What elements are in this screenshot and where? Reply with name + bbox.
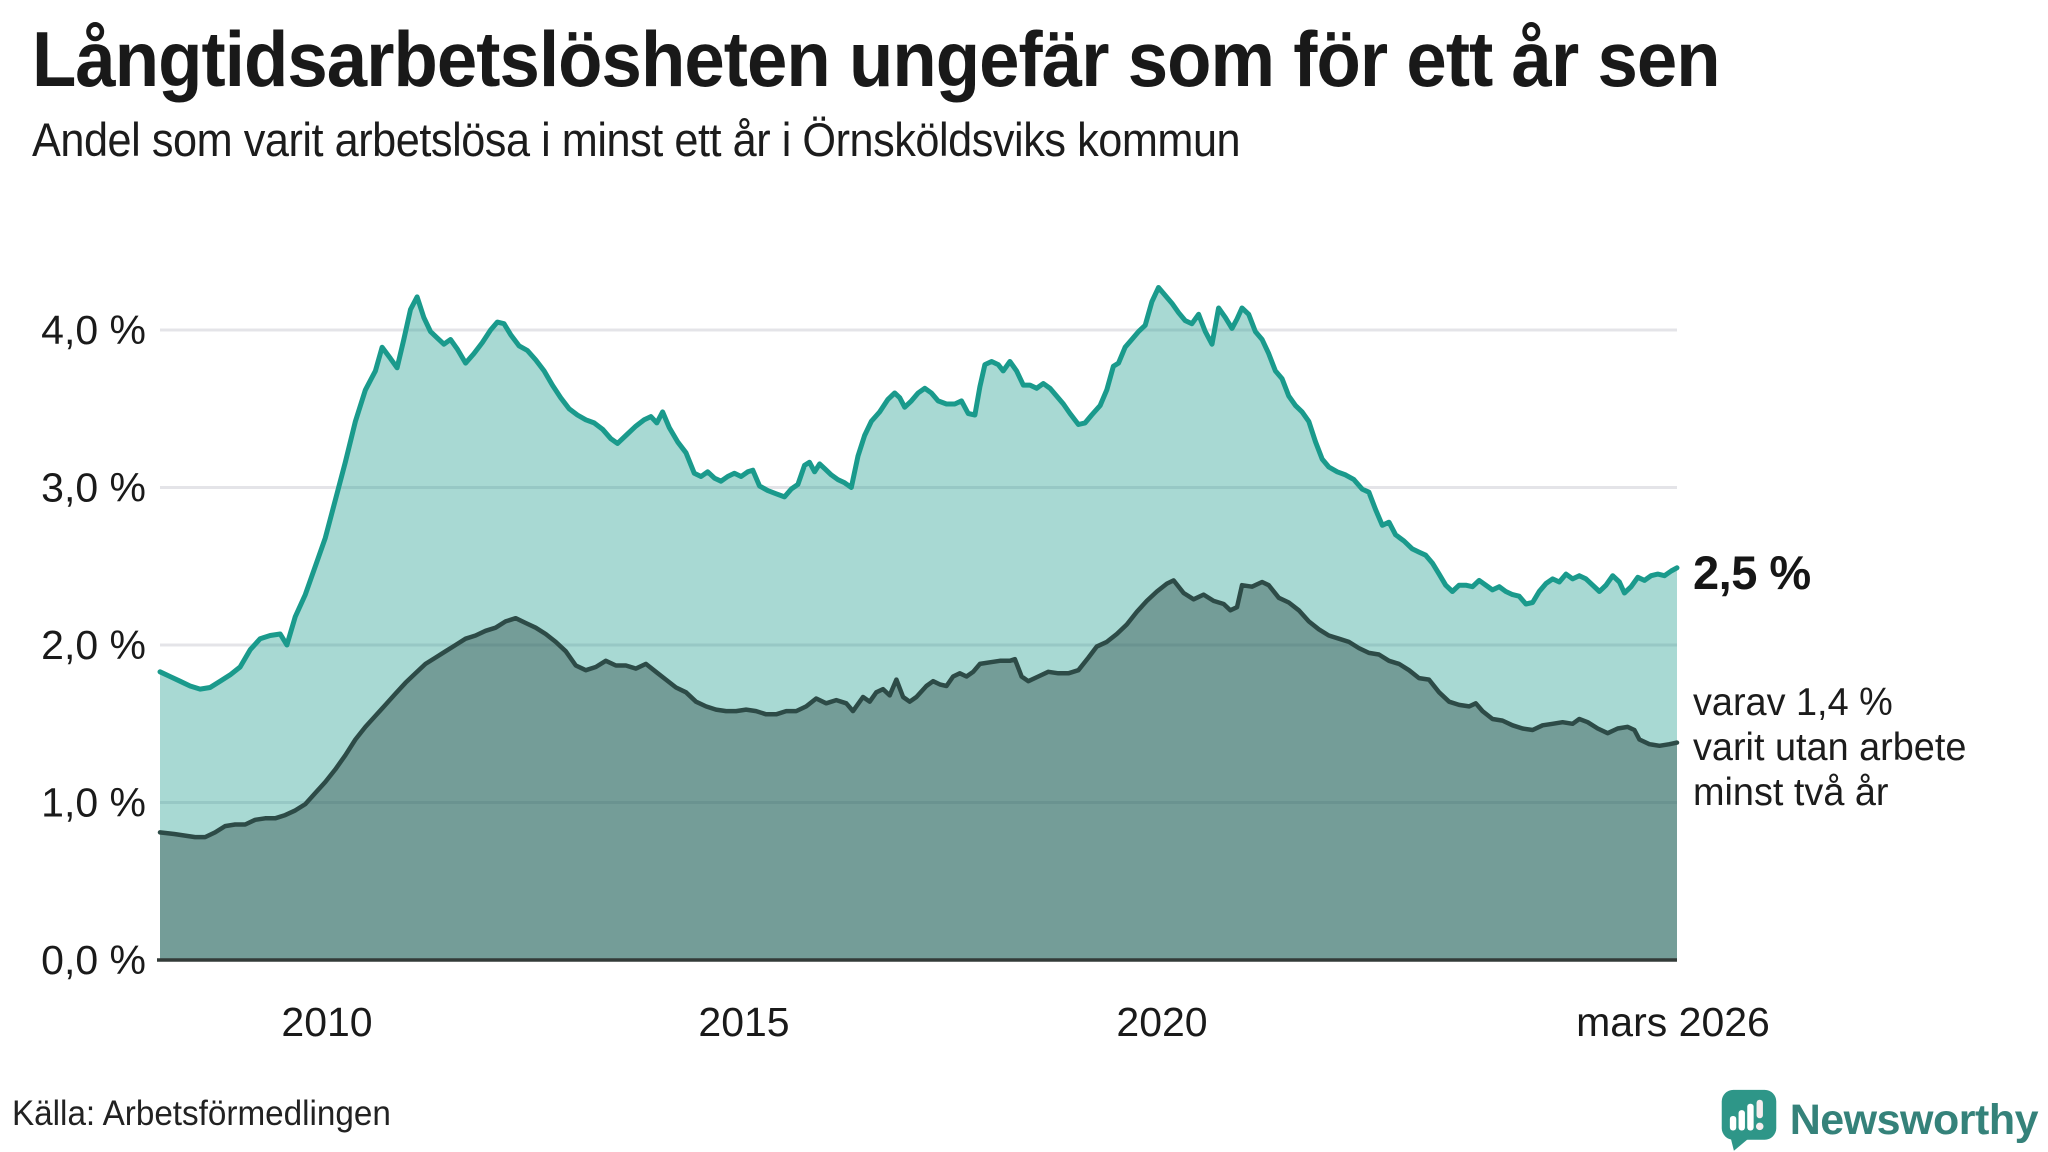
secondary-annotation-line-2: varit utan arbete	[1693, 726, 1967, 770]
secondary-annotation-line-1: varav 1,4 %	[1693, 681, 1893, 724]
source-credit: Källa: Arbetsförmedlingen	[12, 1094, 391, 1133]
x-axis-tick-label: 2015	[698, 999, 789, 1045]
x-axis-tick-label: 2020	[1116, 999, 1207, 1045]
y-axis-tick-label: 1,0 %	[41, 780, 146, 826]
latest-value-annotation: 2,5 %	[1693, 546, 1811, 599]
newsworthy-speech-bubble-bar-chart-icon	[1721, 1089, 1776, 1151]
secondary-annotation-line-3: minst två år	[1693, 771, 1889, 815]
series-line-at-least-one-year	[157, 285, 1680, 692]
y-axis-tick-label: 0,0 %	[41, 937, 146, 983]
secondary-value-annotation: varav 1,4 % varit utan arbete minst två …	[1693, 680, 1966, 816]
x-axis-tick-label: mars 2026	[1576, 999, 1770, 1045]
area-fill-at-least-one-year	[160, 287, 1677, 960]
series-line-at-least-two-years	[157, 578, 1680, 840]
page-subtitle: Andel som varit arbetslösa i minst ett å…	[32, 113, 1241, 166]
y-axis-tick-label: 2,0 %	[41, 622, 146, 668]
y-axis-tick-label: 3,0 %	[41, 465, 146, 511]
page-title: Långtidsarbetslösheten ungefär som för e…	[32, 15, 1721, 103]
newsworthy-wordmark: Newsworthy	[1789, 1095, 2039, 1144]
newsworthy-logo: Newsworthy	[1720, 1088, 2039, 1152]
y-axis-tick-label: 4,0 %	[41, 307, 146, 353]
area-fill-at-least-two-years	[160, 580, 1677, 960]
x-axis-tick-label: 2010	[281, 999, 372, 1045]
